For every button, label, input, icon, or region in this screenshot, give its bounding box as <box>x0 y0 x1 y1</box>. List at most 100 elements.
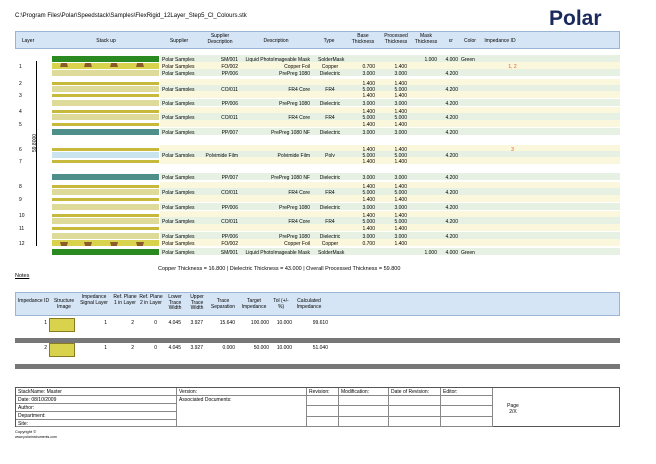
cell-proc: 1.400 <box>394 81 407 87</box>
cell-base: 1.400 <box>362 213 375 219</box>
layer-graphic <box>52 94 159 97</box>
layer-graphic <box>52 70 159 76</box>
notes-label[interactable]: Notes <box>15 273 30 279</box>
cell-base: 1.400 <box>362 93 375 99</box>
cell-proc: 5.000 <box>394 115 407 121</box>
footer-department: Department: <box>16 412 177 420</box>
trace-icon <box>136 242 144 246</box>
cell-sdesc: SM/001 <box>220 57 238 63</box>
cell-sdesc: PP/007 <box>221 175 238 181</box>
stackup-row[interactable] <box>160 91 620 98</box>
stackup-row[interactable] <box>160 120 620 127</box>
file-path: C:\Program Files\Polar\Speedstack\Sample… <box>15 13 247 19</box>
footer-date: Date: 08/10/2009 <box>16 396 177 404</box>
cell-color: Green <box>461 57 475 63</box>
cell-base: 5.000 <box>362 219 375 225</box>
footer-page-num: 2/X <box>509 409 517 415</box>
cell-proc: 1.400 <box>394 213 407 219</box>
impedance-header: Impedance ID Structure Image Impedance S… <box>15 292 620 316</box>
footer-grid-cell <box>441 406 493 417</box>
stackup-row[interactable] <box>160 217 620 224</box>
cell-color: Green <box>461 250 475 256</box>
footer-grid-cell <box>441 396 493 406</box>
footer-version: Version: <box>177 388 307 396</box>
imp-tol: 10.000 <box>276 320 292 326</box>
stackup-row[interactable] <box>160 62 620 69</box>
stackup-row[interactable] <box>160 85 620 92</box>
stackup-row[interactable] <box>160 224 620 231</box>
stackup-row[interactable] <box>160 188 620 195</box>
cell-type: Dielectric <box>319 234 341 240</box>
cell-sdesc: PP/006 <box>221 205 238 211</box>
imp-ref1: 2 <box>131 320 134 326</box>
cell-sdesc: Polyimide Film <box>205 153 238 159</box>
imp-lower: 4.045 <box>168 320 181 326</box>
cell-layer: 7 <box>19 159 22 165</box>
footer-grid-cell <box>307 417 339 427</box>
cell-er: 4.200 <box>445 190 458 196</box>
structure-image[interactable] <box>49 343 75 357</box>
cell-supplier: Polar Samples <box>162 115 195 121</box>
cell-base: 3.000 <box>362 234 375 240</box>
thickness-label: 59.8000 <box>32 133 39 153</box>
stackup-row[interactable] <box>160 69 620 76</box>
footer-page: Page <box>507 403 519 409</box>
stackup-row[interactable] <box>160 195 620 202</box>
cell-proc: 3.000 <box>394 234 407 240</box>
cell-base: 5.000 <box>362 190 375 196</box>
stackup-row[interactable] <box>160 107 620 114</box>
ih-sep: Trace Separation <box>210 298 236 310</box>
stackup-row[interactable] <box>160 239 620 246</box>
stackup-row[interactable] <box>160 182 620 189</box>
footer-author: Author: <box>16 404 177 412</box>
stackup-row[interactable] <box>160 113 620 120</box>
cell-proc: 1.400 <box>394 122 407 128</box>
stackup-header: Layer Stack up Supplier Supplier Descrip… <box>15 31 620 49</box>
cell-sdesc: CO/011 <box>221 190 238 196</box>
stackup-row[interactable] <box>160 128 620 135</box>
cell-base: 5.000 <box>362 153 375 159</box>
cell-proc: 3.000 <box>394 205 407 211</box>
footer-site: Site: <box>16 420 177 427</box>
stackup-row[interactable] <box>160 157 620 164</box>
cell-desc: Copper Foil <box>284 64 310 70</box>
cell-proc: 1.400 <box>394 226 407 232</box>
trace-icon <box>84 63 92 67</box>
logo-text: Polar <box>549 7 602 28</box>
footer-grid-cell <box>441 417 493 427</box>
stackup-row[interactable] <box>160 248 620 255</box>
stackup-row[interactable] <box>160 232 620 239</box>
cell-type: Dielectric <box>319 175 341 181</box>
cell-layer: 1 <box>19 64 22 70</box>
layer-graphic <box>52 214 159 217</box>
stackup-row[interactable] <box>160 145 620 152</box>
stackup-row[interactable] <box>160 211 620 218</box>
stackup-row[interactable] <box>160 151 620 158</box>
cell-imp: 3 <box>511 147 514 153</box>
cell-type: FR4 <box>325 115 335 121</box>
imp-upper: 3.927 <box>190 345 203 351</box>
cell-base: 1.400 <box>362 81 375 87</box>
structure-image[interactable] <box>49 318 75 332</box>
stackup-row[interactable] <box>160 173 620 180</box>
cell-type: Copper <box>321 64 339 70</box>
stackup-row[interactable] <box>160 55 620 62</box>
stackup-row[interactable] <box>160 99 620 106</box>
stackup-row[interactable] <box>160 203 620 210</box>
cell-type: FR4 <box>325 87 335 93</box>
cell-layer: 10 <box>19 213 25 219</box>
cell-desc: PrePreg 1080 <box>279 101 310 107</box>
cell-sdesc: CO/011 <box>221 87 238 93</box>
website-url[interactable]: www.polarinstruments.com <box>15 435 57 439</box>
ih-calc: Calculated Impedance <box>296 298 322 310</box>
trace-icon <box>136 63 144 67</box>
ih-signal: Impedance Signal Layer <box>80 294 108 306</box>
cell-supplier: Polar Samples <box>162 57 195 63</box>
cell-sdesc: CO/011 <box>221 115 238 121</box>
cell-proc: 1.400 <box>394 93 407 99</box>
stackup-row[interactable] <box>160 79 620 86</box>
footer-grid-cell <box>307 396 339 406</box>
cell-type: Dielectric <box>319 71 341 77</box>
imp-calc: 99.610 <box>312 320 328 326</box>
row-separator <box>15 364 620 369</box>
